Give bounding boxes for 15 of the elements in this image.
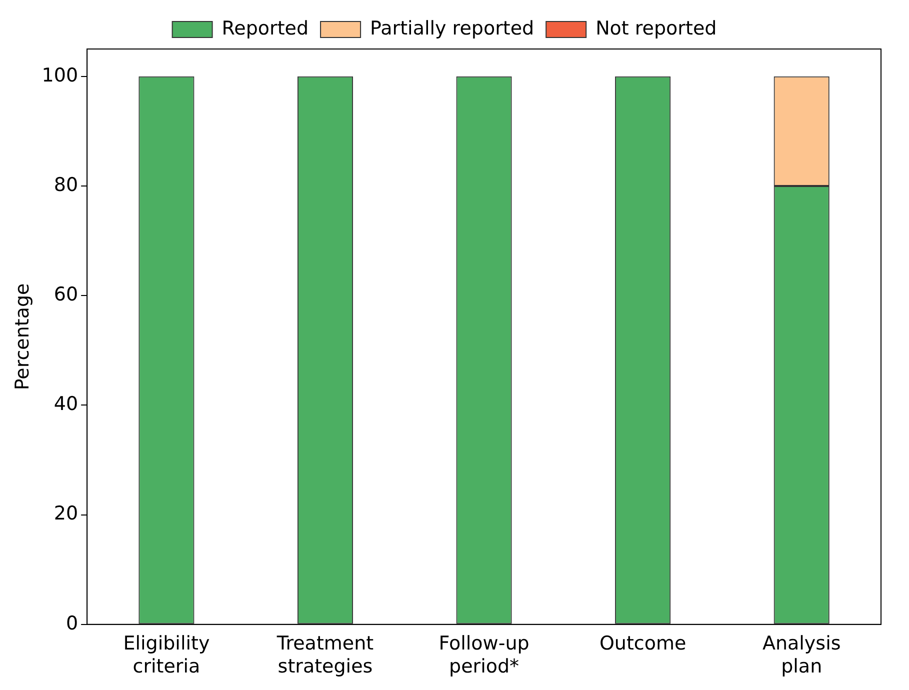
y-tick-label: 20 [54,502,78,525]
y-tick-label: 40 [54,393,78,416]
y-tick-label: 100 [42,64,78,86]
y-tick-label: 80 [54,174,78,196]
legend-label: Not reported [596,17,717,40]
x-tick-label: Outcome [599,632,686,655]
x-tick-label: Follow-up period* [438,632,530,678]
y-tick-label: 0 [66,612,78,634]
legend-label: Reported [222,17,309,40]
legend-label: Partially reported [370,17,534,40]
x-tick-label: Analysis plan [762,632,841,678]
x-tick-label: Eligibility criteria [123,632,210,678]
x-tick-label: Treatment strategies [276,632,374,678]
y-axis-title: Percentage [11,283,34,390]
y-tick-label: 60 [54,284,78,306]
